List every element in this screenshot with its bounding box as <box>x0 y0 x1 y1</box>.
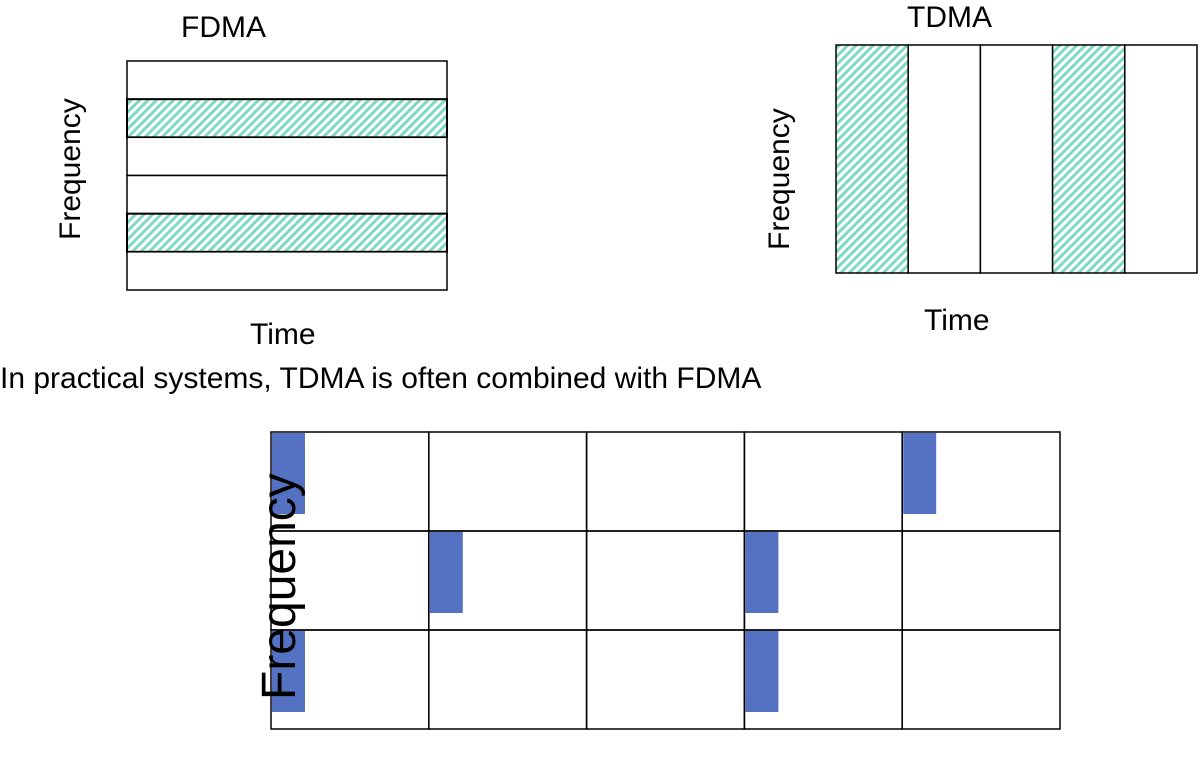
grid-cell-r0-c3 <box>743 431 903 532</box>
caption: In practical systems, TDMA is often comb… <box>0 362 762 395</box>
fdma-band-4 <box>126 212 448 253</box>
fdma-band-2 <box>126 136 448 177</box>
tdma-slot-0 <box>835 44 909 274</box>
grid-cell-r1-c2 <box>585 530 746 631</box>
tdma-ylabel: Frequency <box>763 108 796 250</box>
allocated-slot-block-5 <box>745 631 779 712</box>
fdma-band-0 <box>126 60 448 100</box>
tdma-slot-1 <box>907 44 982 274</box>
grid-cell-r2-c1 <box>428 629 588 730</box>
grid-cell-r2-c2 <box>585 629 746 730</box>
fdma-xlabel: Time <box>250 318 316 351</box>
fdma-band-5 <box>126 251 448 291</box>
allocated-slot-block-4 <box>272 631 305 712</box>
allocated-slot-block-0 <box>272 433 305 514</box>
tdma-slot-2 <box>979 44 1054 274</box>
allocated-slot-block-2 <box>429 532 463 613</box>
tdma-slot-4 <box>1124 44 1198 274</box>
grid-cell-r0-c2 <box>585 431 746 532</box>
fdma-band-1 <box>126 98 448 139</box>
grid-cell-r1-c4 <box>901 530 1061 631</box>
grid-cell-r2-c4 <box>901 629 1061 730</box>
fdma-band-3 <box>126 174 448 215</box>
tdma-xlabel: Time <box>924 304 990 337</box>
tdma-title: TDMA <box>907 1 992 34</box>
tdma-slot-3 <box>1051 44 1126 274</box>
allocated-slot-block-1 <box>903 433 937 514</box>
fdma-title: FDMA <box>181 11 266 44</box>
combined-ylabel: Frequency <box>253 473 306 700</box>
grid-cell-r0-c1 <box>428 431 588 532</box>
allocated-slot-block-3 <box>745 532 779 613</box>
